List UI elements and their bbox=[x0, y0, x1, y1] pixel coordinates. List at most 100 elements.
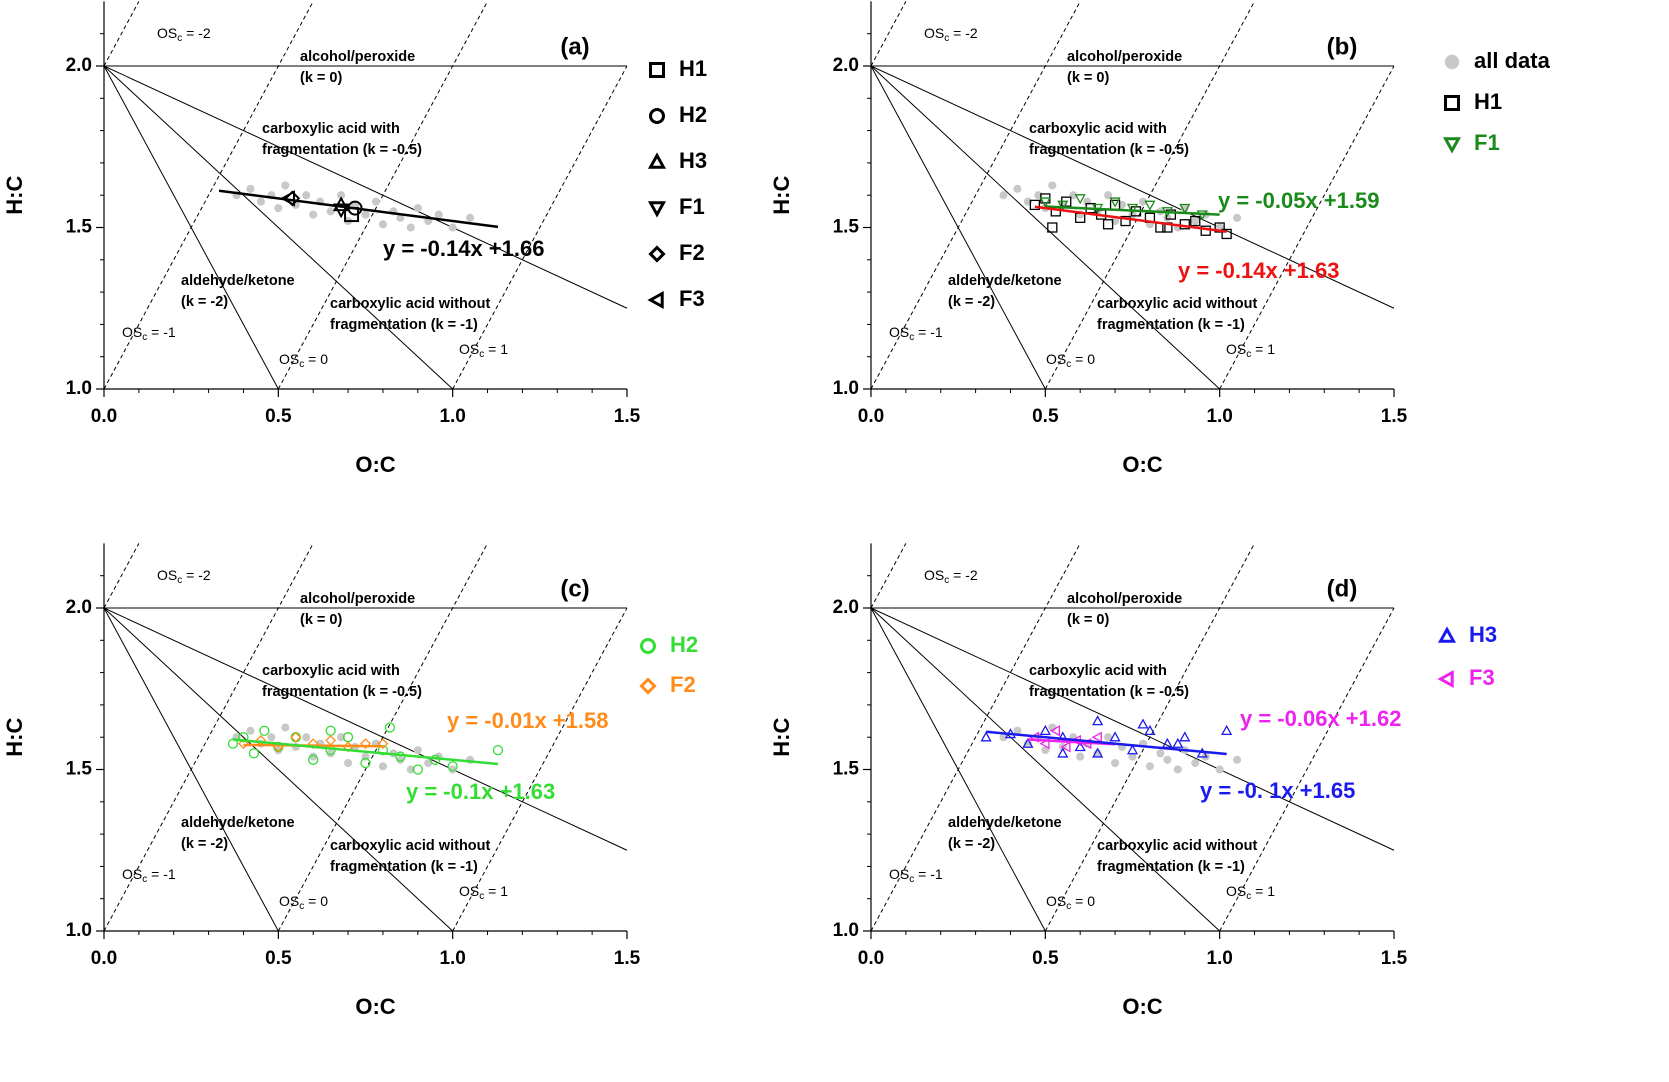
marker bbox=[649, 62, 665, 78]
marker bbox=[999, 191, 1008, 200]
marker bbox=[326, 207, 335, 216]
marker bbox=[1013, 184, 1022, 193]
marker bbox=[447, 761, 458, 772]
os-label: OSc = -2 bbox=[157, 25, 211, 44]
marker bbox=[1102, 219, 1114, 230]
marker bbox=[227, 738, 239, 749]
reference-line bbox=[870, 607, 1395, 851]
reference-line bbox=[103, 65, 628, 309]
y-axis-label: H:C bbox=[2, 176, 27, 215]
y-tick-label: 1.0 bbox=[66, 378, 92, 399]
marker bbox=[1048, 181, 1057, 190]
reference-label: fragmentation (k = -1) bbox=[330, 317, 478, 333]
x-tick-label: 1.0 bbox=[439, 406, 465, 427]
marker bbox=[1144, 200, 1156, 211]
x-tick-label: 0.5 bbox=[265, 406, 292, 427]
reference-label: alcohol/peroxide bbox=[300, 49, 415, 65]
marker bbox=[309, 752, 318, 761]
y-tick-label: 1.5 bbox=[833, 759, 860, 780]
reference-label: carboxylic acid without bbox=[1097, 838, 1258, 854]
marker bbox=[325, 735, 337, 746]
marker bbox=[1138, 197, 1148, 206]
os-label: OSc = -1 bbox=[889, 866, 943, 885]
marker bbox=[326, 749, 335, 758]
os-label-sub: c bbox=[177, 33, 182, 44]
marker bbox=[1104, 191, 1113, 200]
reference-line bbox=[870, 65, 1395, 309]
y-tick-label: 2.0 bbox=[66, 597, 92, 618]
reference-label: aldehyde/ketone bbox=[181, 815, 295, 831]
os-label-main: OS bbox=[157, 25, 177, 41]
marker bbox=[238, 732, 249, 743]
legend-label: all data bbox=[1474, 48, 1551, 73]
marker bbox=[1437, 669, 1454, 689]
os-label-rest: = 1 bbox=[484, 341, 508, 357]
marker bbox=[1437, 626, 1457, 643]
marker bbox=[1091, 731, 1102, 743]
x-axis-label: O:C bbox=[1122, 452, 1162, 477]
marker bbox=[448, 223, 457, 232]
reference-label: carboxylic acid with bbox=[1029, 121, 1167, 137]
panel-label: (a) bbox=[560, 33, 589, 60]
marker bbox=[980, 731, 992, 742]
marker bbox=[1057, 747, 1069, 758]
reference-label: aldehyde/ketone bbox=[948, 273, 1062, 289]
panel-label: (c) bbox=[560, 575, 589, 602]
marker bbox=[267, 733, 276, 742]
marker bbox=[1221, 724, 1233, 735]
marker bbox=[1215, 765, 1224, 774]
os-label-sub: c bbox=[909, 874, 914, 885]
os-label: OSc = 1 bbox=[1226, 341, 1275, 360]
x-tick-label: 1.5 bbox=[614, 406, 641, 427]
y-tick-label: 1.0 bbox=[833, 920, 859, 941]
marker bbox=[640, 638, 656, 654]
os-label-main: OS bbox=[157, 567, 177, 583]
os-label-rest: = 1 bbox=[1251, 341, 1275, 357]
x-axis-label: O:C bbox=[1122, 994, 1162, 1019]
fit-label: y = -0.14x +1.63 bbox=[1178, 258, 1339, 283]
marker bbox=[1074, 194, 1086, 205]
os-label-rest: = 0 bbox=[304, 893, 328, 909]
os-line bbox=[452, 65, 628, 390]
os-line bbox=[870, 1, 1081, 390]
marker bbox=[259, 725, 270, 736]
marker bbox=[396, 755, 405, 764]
os-label-sub: c bbox=[142, 874, 147, 885]
reference-label: carboxylic acid without bbox=[330, 838, 491, 854]
marker bbox=[396, 213, 405, 222]
y-tick-label: 2.0 bbox=[833, 597, 859, 618]
reference-label: (k = 0) bbox=[1067, 70, 1109, 86]
os-line bbox=[870, 1, 907, 67]
legend-label: H2 bbox=[679, 102, 707, 127]
reference-label: alcohol/peroxide bbox=[300, 591, 415, 607]
marker bbox=[1444, 54, 1460, 70]
os-label-main: OS bbox=[1226, 883, 1246, 899]
os-line bbox=[1219, 65, 1395, 390]
x-axis-label: O:C bbox=[355, 452, 395, 477]
marker bbox=[1128, 752, 1137, 761]
marker bbox=[281, 181, 290, 190]
marker bbox=[280, 190, 295, 207]
marker bbox=[1109, 197, 1121, 208]
marker bbox=[1074, 741, 1086, 752]
marker bbox=[1214, 222, 1225, 233]
marker bbox=[1120, 215, 1131, 227]
marker bbox=[1163, 755, 1172, 764]
os-label-main: OS bbox=[459, 341, 479, 357]
reference-label: (k = -2) bbox=[181, 836, 228, 852]
reference-label: carboxylic acid with bbox=[1029, 663, 1167, 679]
os-label-sub: c bbox=[299, 359, 304, 370]
os-line bbox=[103, 1, 140, 67]
os-line bbox=[1044, 543, 1255, 932]
marker bbox=[246, 726, 255, 735]
x-tick-label: 1.5 bbox=[1381, 406, 1408, 427]
os-label: OSc = 1 bbox=[1226, 883, 1275, 902]
marker bbox=[1173, 765, 1182, 774]
os-label: OSc = -2 bbox=[924, 567, 978, 586]
os-line bbox=[103, 543, 314, 932]
marker bbox=[434, 210, 443, 219]
x-tick-label: 1.5 bbox=[1381, 948, 1408, 969]
panel: alcohol/peroxide (k = 0) carboxylic acid w… bbox=[769, 543, 1497, 1019]
marker bbox=[302, 191, 311, 200]
